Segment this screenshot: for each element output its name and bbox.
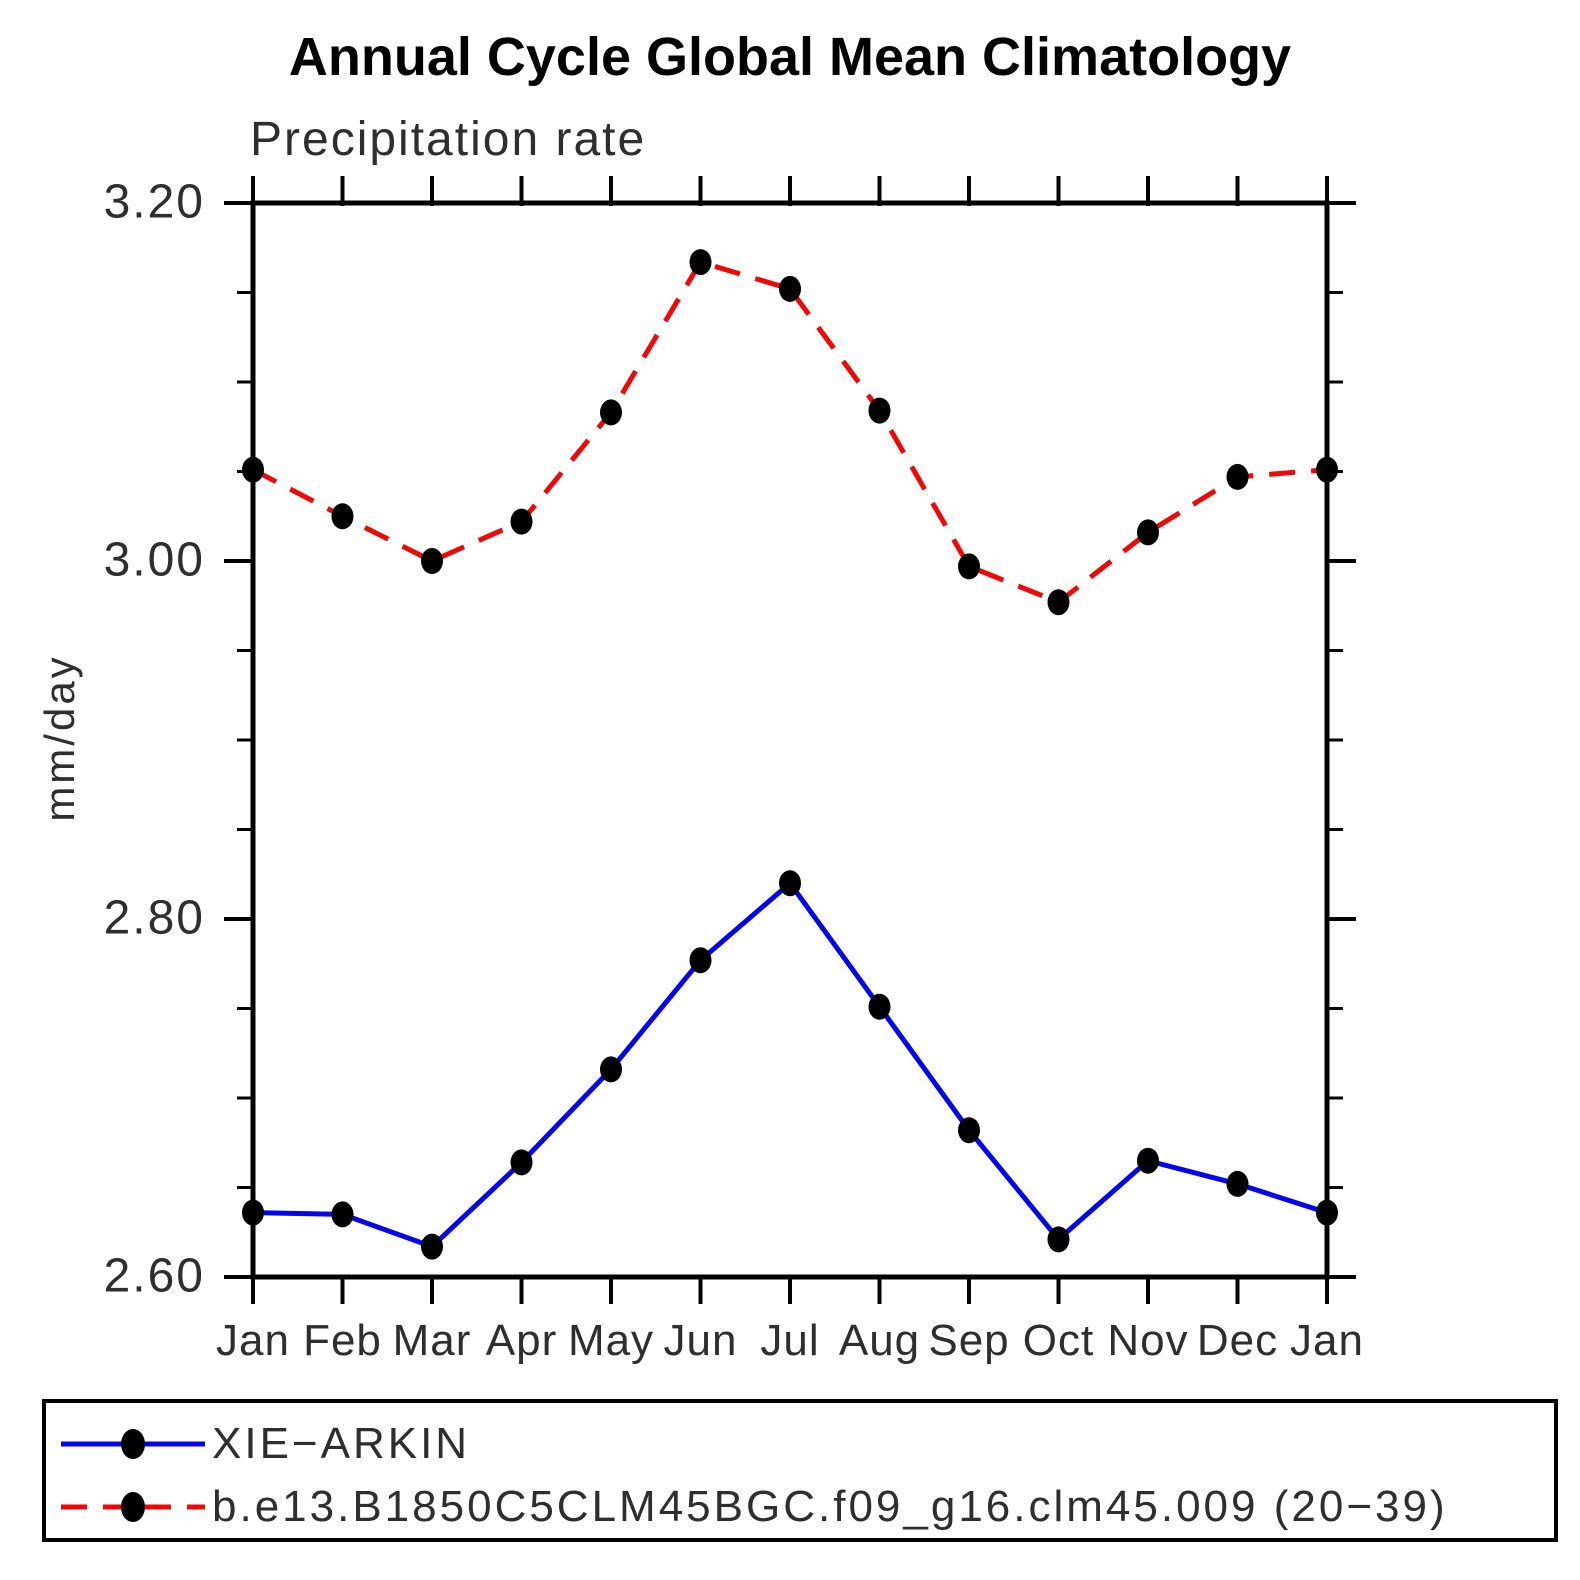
data-point-marker	[421, 548, 443, 574]
x-tick-label: Nov	[1107, 1316, 1189, 1365]
x-tick-label: Dec	[1196, 1316, 1279, 1365]
data-point-marker	[510, 1149, 533, 1176]
series-line-1	[251, 259, 1328, 606]
data-point-marker	[868, 397, 891, 424]
y-tick-label: 3.20	[103, 175, 205, 229]
data-point-marker	[1137, 1147, 1159, 1174]
legend-key-line	[61, 1492, 205, 1522]
data-point-marker	[1316, 1199, 1338, 1226]
legend-marker-icon	[121, 1429, 145, 1459]
data-point-marker	[421, 1233, 443, 1260]
y-tick-label: 2.80	[103, 891, 205, 945]
data-point-marker	[1137, 519, 1159, 546]
data-point-marker	[242, 456, 264, 483]
legend-item-label: b.e13.B1850C5CLM45BGC.f09_g16.clm45.009 …	[212, 1482, 1448, 1531]
data-point-marker	[689, 249, 712, 276]
x-tick-label: Sep	[928, 1316, 1010, 1365]
data-point-marker	[242, 1199, 264, 1226]
x-tick-label: Jun	[663, 1316, 738, 1365]
data-point-marker	[958, 1117, 980, 1144]
y-tick-label: 2.60	[103, 1249, 205, 1303]
data-point-marker	[331, 1201, 354, 1228]
x-tick-label: Mar	[392, 1316, 472, 1365]
data-point-marker	[958, 553, 980, 580]
x-tick-label: Apr	[485, 1316, 558, 1365]
x-tick-label: Feb	[303, 1316, 382, 1365]
legend-marker-icon	[121, 1492, 145, 1522]
legend: XIE−ARKIN b.e13.B1850C5CLM45BGC.f09_g16.c…	[42, 1399, 1558, 1542]
x-tick-label: Jul	[760, 1316, 820, 1365]
data-point-marker	[600, 399, 622, 426]
data-point-marker	[779, 275, 801, 302]
data-point-marker	[331, 503, 354, 530]
chart-subtitle: Precipitation rate	[250, 113, 647, 166]
data-point-marker	[600, 1056, 622, 1083]
x-tick-label: May	[567, 1316, 655, 1365]
x-tick-label: Aug	[838, 1316, 921, 1365]
data-point-marker	[1226, 463, 1249, 490]
data-point-marker	[868, 993, 891, 1020]
y-tick-label: 3.00	[103, 533, 205, 587]
chart-title: Annual Cycle Global Mean Climatology	[288, 27, 1292, 87]
data-point-marker	[510, 508, 533, 535]
data-point-marker	[1047, 589, 1070, 616]
data-point-marker	[1047, 1226, 1070, 1253]
x-tick-label: Oct	[1022, 1316, 1095, 1365]
data-point-marker	[1226, 1170, 1249, 1197]
legend-item-label: XIE−ARKIN	[212, 1419, 471, 1468]
series-line-0	[252, 879, 1328, 1250]
data-point-marker	[689, 947, 712, 974]
x-tick-label: Jan	[216, 1316, 290, 1365]
data-point-marker	[779, 870, 801, 897]
plot-box	[250, 200, 1330, 1280]
x-tick-label: Jan	[1290, 1316, 1364, 1365]
data-point-marker	[1316, 456, 1338, 483]
legend-key-line	[61, 1429, 205, 1459]
